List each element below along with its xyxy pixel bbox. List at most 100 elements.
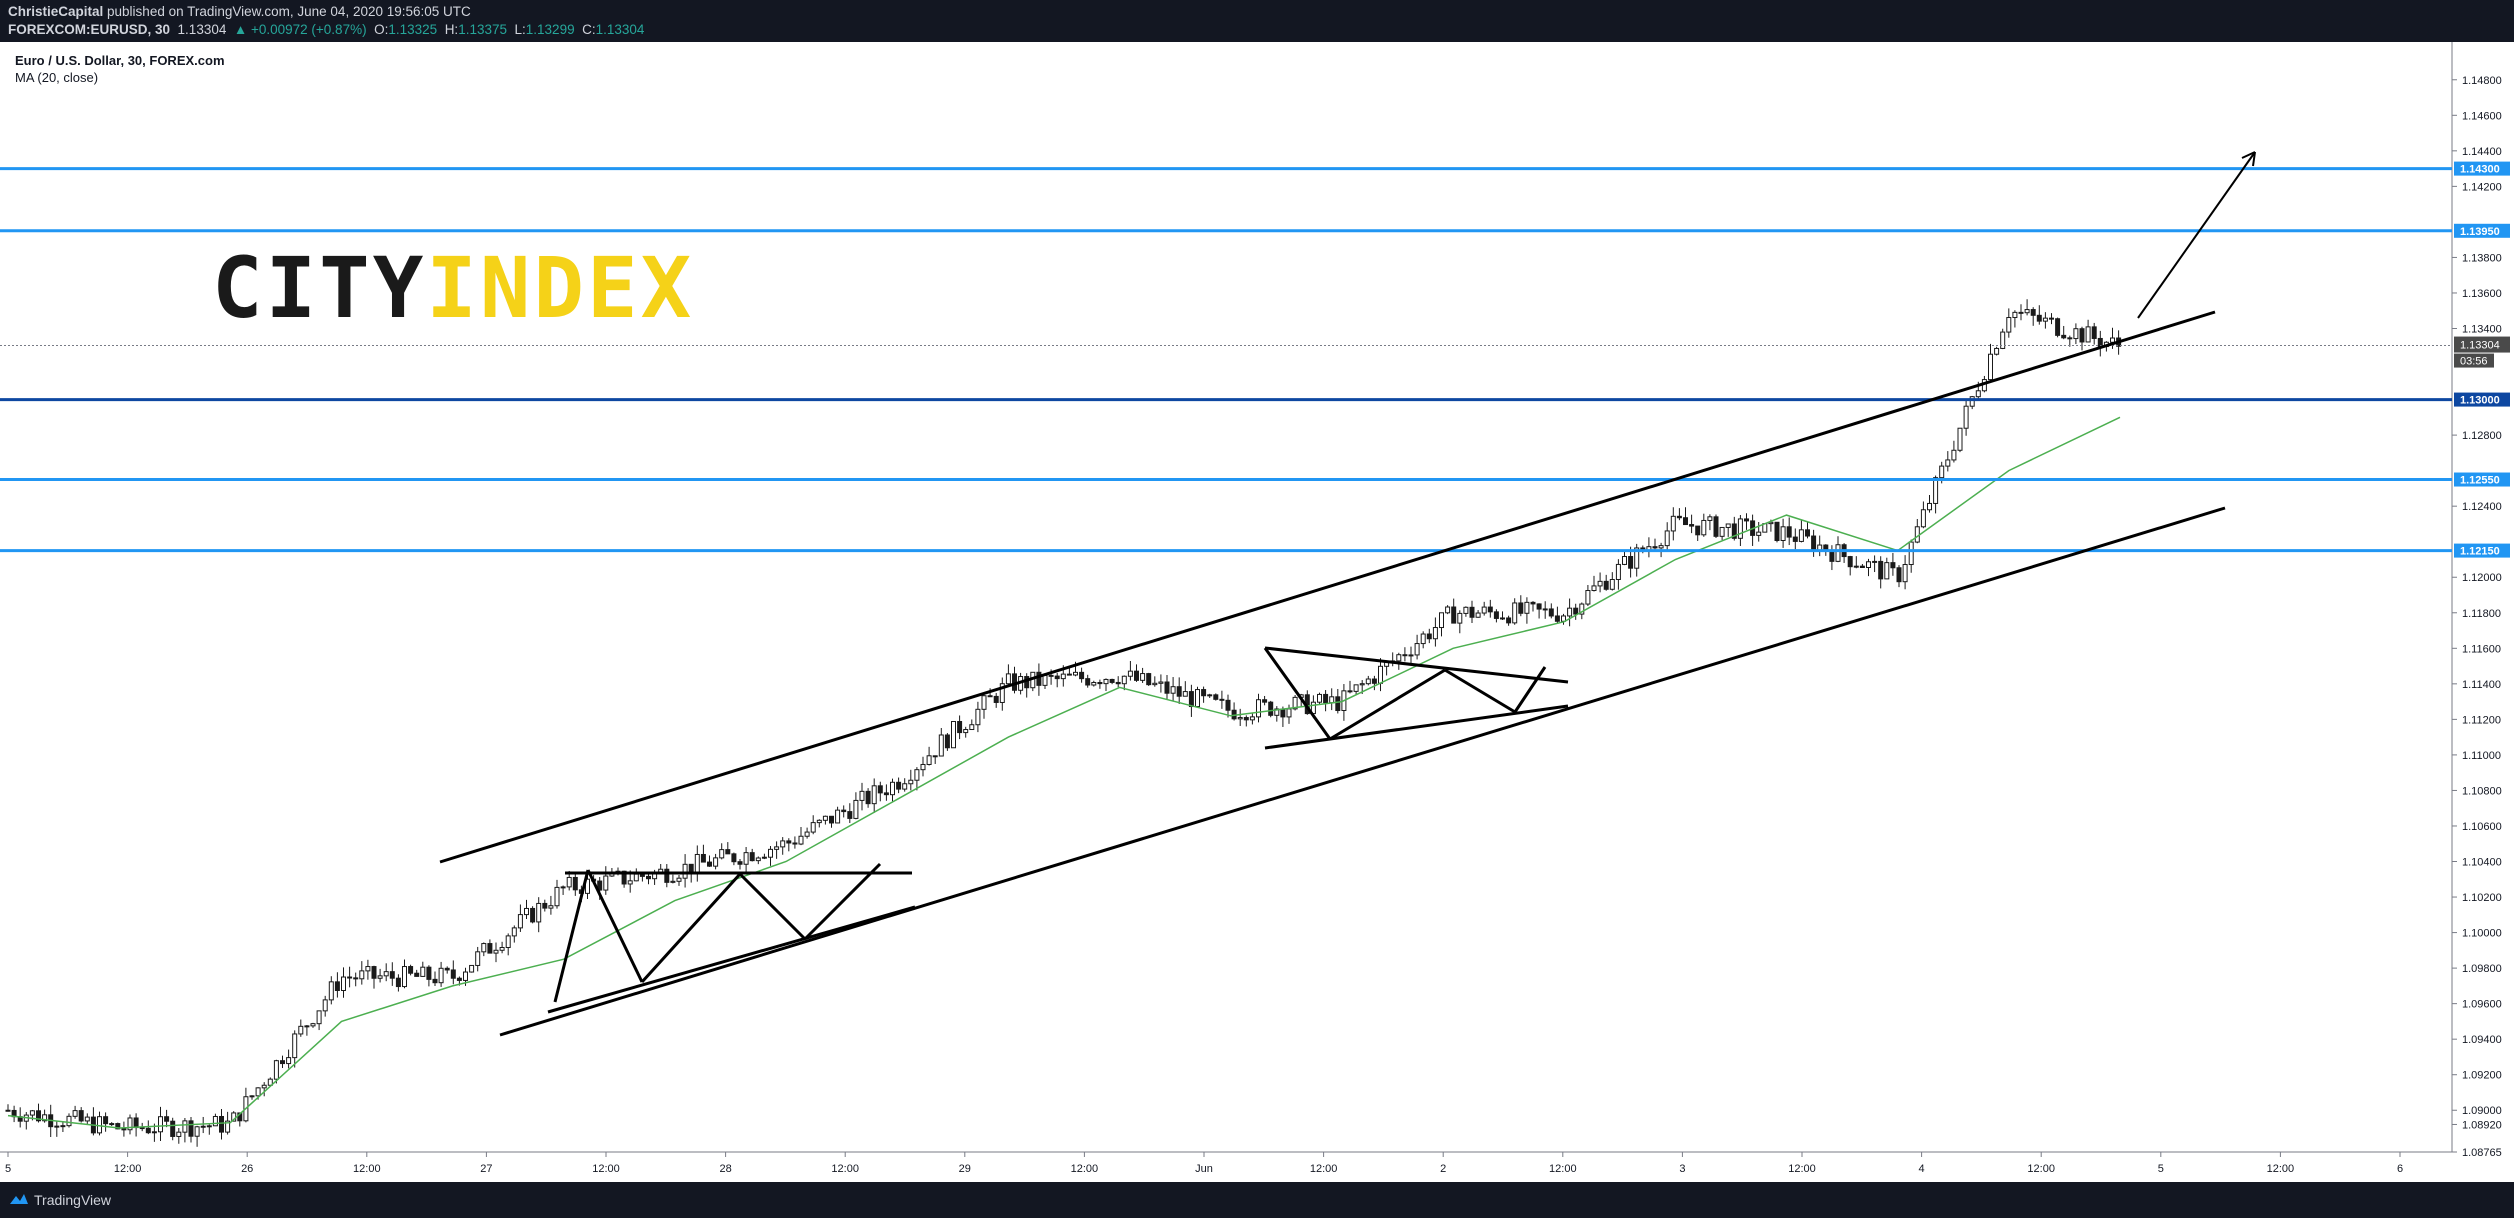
candle-body — [2000, 331, 2006, 349]
pattern1-bottom-line — [547, 905, 916, 1014]
candle-body — [1829, 550, 1835, 562]
candle-body — [1274, 708, 1280, 716]
zigzag-1 — [553, 869, 590, 1003]
candle-body — [1426, 633, 1432, 640]
candle-body — [1371, 678, 1377, 684]
candle-body — [1786, 526, 1792, 538]
zigzag-9 — [1513, 666, 1547, 713]
candle-body — [914, 769, 920, 781]
candle-body — [1188, 691, 1194, 708]
pattern2-top-line — [1264, 646, 1569, 684]
level-price-tag — [2454, 472, 2510, 487]
candle-body — [103, 1116, 109, 1125]
level-price-tag — [2454, 223, 2510, 238]
publisher-name[interactable]: ChristieCapital — [8, 4, 104, 19]
candle-body — [2055, 318, 2061, 336]
candle-body — [1573, 607, 1579, 615]
candle-body — [194, 1126, 200, 1137]
candle-body — [786, 840, 792, 844]
candle-body — [1317, 693, 1322, 703]
candle-body — [1506, 617, 1512, 624]
candle-body — [1493, 611, 1499, 619]
candle-body — [2079, 328, 2085, 343]
x-tick-label: 28 — [719, 1163, 731, 1175]
candle-body — [524, 907, 529, 916]
candle-body — [2018, 311, 2024, 314]
candle-body — [499, 947, 505, 951]
candle-body — [1134, 670, 1139, 681]
candle-body — [1268, 701, 1274, 716]
candle-body — [1249, 716, 1255, 721]
candle-body — [2012, 311, 2018, 319]
price-chart[interactable]: 1.14800 1.14600 1.14400 1.14200 1.13800 1.136… — [0, 42, 2514, 1182]
candle-body — [829, 815, 834, 824]
y-tick-label: 1.10000 — [2462, 928, 2502, 940]
candle-body — [1079, 671, 1085, 680]
candle-body — [908, 779, 914, 785]
candle-body — [2085, 326, 2091, 343]
candle-body — [2030, 309, 2036, 316]
ma-legend[interactable]: MA (20, close) — [15, 70, 99, 85]
x-tick-label: 12:00 — [2267, 1163, 2295, 1175]
y-tick-label: 1.09200 — [2462, 1070, 2502, 1082]
candle-body — [1701, 519, 1707, 536]
candle-body — [475, 951, 481, 966]
candle-body — [249, 1095, 255, 1098]
candle-body — [694, 853, 700, 875]
candle-body — [1439, 612, 1444, 629]
candle-body — [353, 977, 359, 980]
candle-body — [493, 949, 499, 954]
candle-body — [164, 1116, 170, 1122]
candle-body — [109, 1123, 115, 1126]
city-index-logo: CITYINDEX — [212, 246, 694, 330]
candle-body — [322, 999, 328, 1012]
y-tick-label: 1.10600 — [2462, 821, 2502, 833]
candle-body — [1280, 708, 1286, 718]
zigzag-8 — [1444, 668, 1516, 714]
open-value: 1.13325 — [388, 22, 438, 37]
level-price-tag — [2454, 161, 2510, 176]
candle-body — [755, 857, 761, 862]
candle-body — [1286, 708, 1292, 718]
candle-body — [1243, 717, 1249, 721]
candle-body — [841, 809, 847, 813]
tradingview-cloud-icon[interactable] — [8, 1192, 30, 1211]
candle-body — [719, 849, 725, 859]
candle-body — [206, 1125, 212, 1128]
candle-body — [676, 877, 682, 882]
candle-body — [700, 853, 706, 863]
candle-body — [188, 1120, 194, 1137]
x-tick-label: 12:00 — [831, 1163, 859, 1175]
candle-body — [835, 809, 841, 824]
candle-body — [749, 852, 755, 862]
candle-body — [896, 781, 902, 790]
candle-body — [438, 967, 444, 984]
candle-body — [792, 842, 798, 845]
candle-body — [1902, 564, 1908, 583]
close-label: C: — [582, 22, 596, 37]
candle-body — [1487, 606, 1493, 613]
candle-body — [280, 1060, 285, 1065]
candle-body — [1847, 556, 1853, 568]
candle-body — [1597, 580, 1603, 587]
tradingview-brand[interactable]: TradingView — [34, 1192, 112, 1208]
y-tick-label: 1.10800 — [2462, 785, 2502, 797]
candle-body — [72, 1110, 78, 1117]
candle-body — [621, 870, 627, 885]
candle-body — [1920, 509, 1926, 528]
candle-body — [1048, 674, 1054, 677]
candle-body — [2006, 317, 2012, 333]
ohlc-line: FOREXCOM:EURUSD, 30 1.13304 ▲ +0.00972 (… — [8, 22, 644, 37]
y-tick-label: 1.08765 — [2462, 1147, 2502, 1159]
candle-body — [1939, 465, 1945, 479]
candle-body — [847, 811, 853, 819]
candle-body — [1042, 674, 1048, 686]
x-tick-label: 12:00 — [592, 1163, 620, 1175]
y-tick-label: 1.11600 — [2462, 643, 2501, 655]
candle-body — [938, 734, 944, 757]
chart-pane[interactable]: 1.14800 1.14600 1.14400 1.14200 1.13800 1.136… — [0, 42, 2514, 1182]
candle-body — [1548, 608, 1554, 617]
candle-body — [1152, 682, 1158, 686]
candle-body — [816, 819, 822, 824]
candle-body — [627, 880, 633, 885]
